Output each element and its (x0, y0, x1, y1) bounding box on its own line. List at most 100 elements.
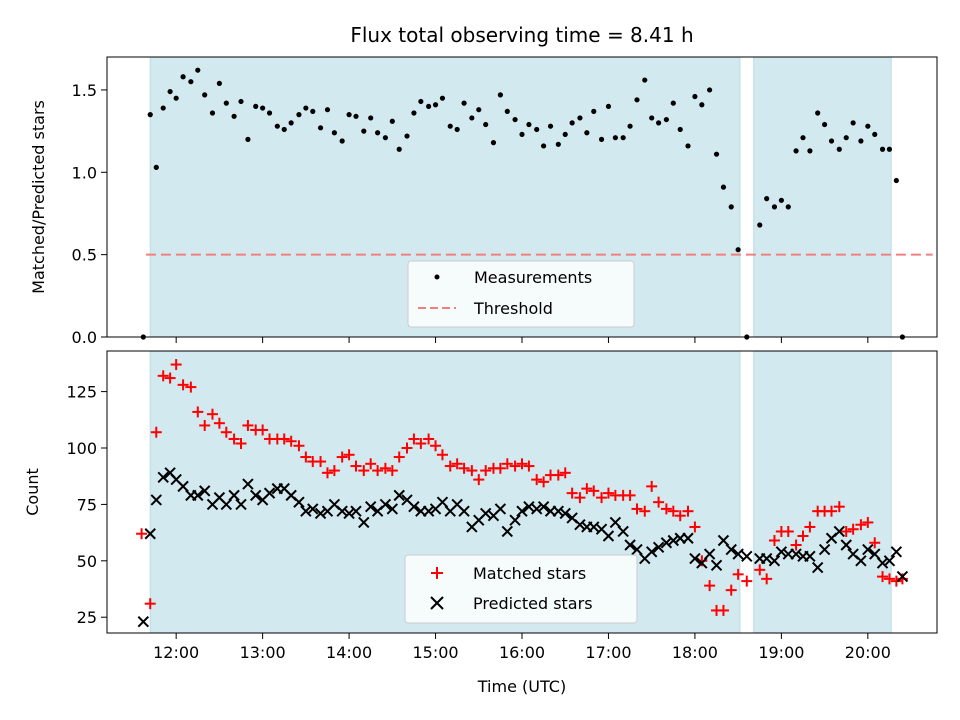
count-x-tick-label: 12:00 (153, 643, 199, 662)
matched-star-point (358, 465, 370, 477)
measurement-point (886, 146, 893, 152)
count-legend-box (404, 554, 638, 624)
measurement-point (339, 138, 345, 144)
matched-star-point (228, 433, 240, 445)
measurement-point (188, 79, 194, 85)
matched-star-point (624, 489, 636, 501)
predicted-star-point (293, 496, 305, 508)
matched-star-point (559, 467, 571, 479)
matched-star-point (826, 505, 838, 517)
matched-star-point (278, 433, 290, 445)
matched-star-point (480, 465, 492, 477)
count-panel: 25 50 75 100 125 12:00 13:00 14:00 15:00 16:00 17… (23, 350, 938, 696)
predicted-star-point (494, 503, 507, 515)
predicted-star-point (624, 539, 636, 551)
matched-star-point (157, 370, 169, 382)
matched-star-point (336, 451, 348, 463)
measurement-point (893, 177, 899, 184)
measurement-point (541, 143, 547, 149)
measurement-point (591, 108, 597, 114)
measurement-point (865, 123, 871, 129)
measurement-point (872, 131, 878, 138)
matched-star-point (761, 573, 773, 585)
predicted-star-point (343, 507, 355, 520)
predicted-star-point (336, 505, 348, 517)
ratio-panel: 0.0 0.5 1.0 1.5 Matched/Predicted stars Mea… (29, 56, 938, 347)
measurement-point (778, 197, 784, 203)
measurement-point (807, 148, 813, 154)
predicted-star-point (386, 503, 399, 515)
predicted-star-point (588, 521, 600, 533)
count-y-tick-label: 50 (77, 552, 97, 571)
measurement-point (147, 112, 153, 118)
measurement-point (266, 110, 273, 116)
measurement-point (720, 184, 727, 190)
matched-star-point (328, 465, 340, 477)
count-x-tick-label: 15:00 (412, 643, 458, 662)
measurement-point (411, 110, 417, 116)
matched-star-point (436, 449, 448, 461)
measurement-point (815, 110, 821, 116)
ratio-y-tick-label: 1.0 (72, 163, 97, 182)
measurement-point (375, 130, 381, 136)
measurement-point (800, 135, 806, 141)
measurement-point (670, 100, 676, 106)
measurement-point (677, 126, 683, 133)
matched-star-point (401, 442, 413, 454)
predicted-star-point (537, 500, 550, 513)
measurement-point (504, 108, 510, 114)
measurement-point (483, 121, 489, 128)
measurement-point (296, 112, 302, 118)
measurement-point (656, 120, 662, 126)
predicted-star-point (883, 555, 896, 567)
predicted-star-point (137, 616, 150, 628)
matched-star-point (890, 575, 902, 587)
matched-star-point (242, 419, 254, 431)
matched-star-point (494, 462, 506, 474)
measurement-point (209, 110, 216, 116)
predicted-star-point (876, 557, 889, 569)
ratio-y-tick-label: 0.5 (72, 246, 97, 265)
matched-star-point (741, 575, 753, 587)
matched-star-point (144, 598, 156, 610)
predicted-star-point (811, 561, 824, 574)
measurement-point (634, 97, 640, 103)
matched-star-point (855, 519, 867, 531)
measurement-point (216, 80, 222, 86)
count-x-tick-label: 18:00 (672, 643, 718, 662)
measurement-point (828, 138, 835, 144)
measurement-point (288, 120, 294, 126)
matched-star-point (782, 525, 794, 537)
measurement-point (476, 107, 482, 113)
measurement-point (274, 123, 280, 129)
matched-star-point (136, 528, 148, 540)
measurement-point (728, 204, 734, 210)
predicted-star-point (458, 505, 470, 517)
legend-measurements-label: Measurements (474, 268, 592, 287)
legend-measurements-marker (434, 274, 440, 280)
predicted-star-point (422, 505, 435, 517)
observing-band (753, 350, 892, 634)
legend-predicted-label: Predicted stars (473, 594, 593, 613)
measurement-point (310, 108, 316, 114)
predicted-star-point (509, 514, 521, 526)
predicted-star-point (602, 530, 615, 542)
predicted-star-point (228, 489, 240, 502)
count-y-tick-label: 25 (77, 608, 97, 627)
matched-star-point (674, 510, 686, 522)
predicted-star-point (869, 548, 881, 560)
matched-star-point (501, 458, 513, 470)
matched-star-point (660, 503, 672, 515)
matched-star-point (566, 487, 578, 499)
matched-star-point (372, 465, 384, 477)
matched-star-point (704, 580, 716, 592)
measurement-point (699, 102, 705, 108)
predicted-star-point (703, 548, 716, 560)
count-y-tick-label: 125 (66, 383, 97, 402)
count-y-tick-label: 75 (77, 495, 97, 514)
measurement-point (555, 141, 561, 147)
measurement-point (569, 120, 575, 126)
matched-star-point (883, 573, 895, 585)
matched-star-point (451, 458, 463, 470)
